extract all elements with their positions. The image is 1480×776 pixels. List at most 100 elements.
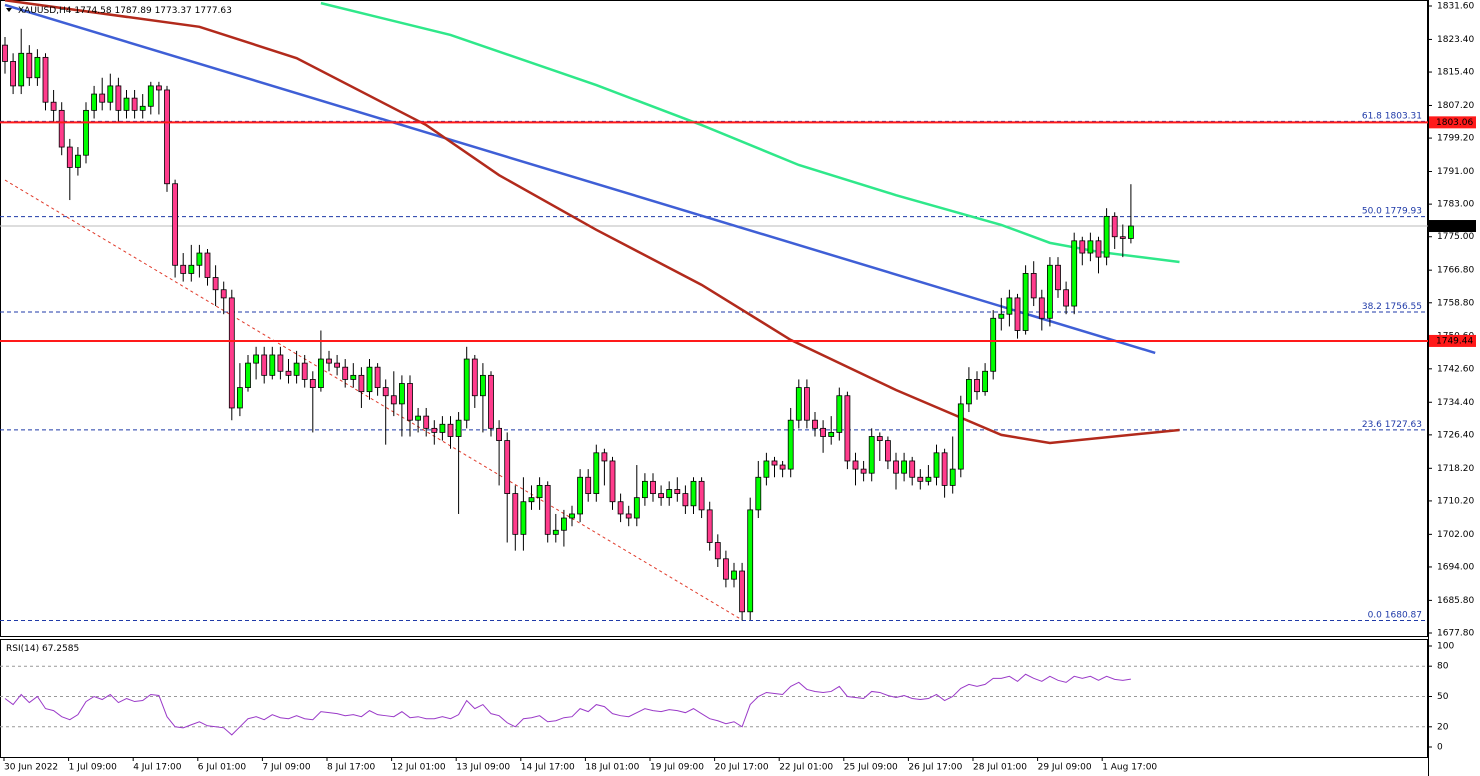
candle-body bbox=[593, 452, 600, 494]
y-tick-label: 1823.40 bbox=[1437, 35, 1474, 45]
candle-body bbox=[164, 89, 170, 185]
candle-body bbox=[447, 423, 454, 437]
candle-body bbox=[504, 440, 511, 494]
candle-body bbox=[115, 85, 122, 111]
candle-body bbox=[407, 383, 413, 421]
candle-body bbox=[277, 354, 284, 372]
price-label: 1777.63 bbox=[1436, 222, 1473, 232]
candle-body bbox=[479, 374, 486, 397]
x-tick-label: 25 Jul 09:00 bbox=[844, 763, 898, 773]
y-tick-label: 1815.40 bbox=[1437, 68, 1474, 78]
x-tick-label: 20 Jul 17:00 bbox=[715, 763, 769, 773]
candle-body bbox=[1030, 273, 1037, 299]
candle-body bbox=[1095, 240, 1102, 258]
candle-body bbox=[196, 252, 203, 266]
candle-body bbox=[317, 358, 324, 388]
x-tick-label: 22 Jul 01:00 bbox=[779, 763, 833, 773]
candle-body bbox=[561, 517, 567, 531]
candle-body bbox=[107, 85, 114, 103]
high: 1787.89 bbox=[114, 6, 151, 16]
candle-body bbox=[552, 529, 559, 535]
candle-body bbox=[123, 97, 130, 111]
candle-body bbox=[439, 423, 446, 433]
candle-body bbox=[147, 85, 154, 107]
menu-arrow bbox=[6, 8, 12, 12]
x-tick-label: 6 Jul 01:00 bbox=[198, 763, 247, 773]
candle-body bbox=[747, 509, 754, 613]
candle-body bbox=[10, 61, 17, 87]
candle-body bbox=[698, 480, 705, 511]
fib-ratio: 23.6 bbox=[1362, 419, 1382, 429]
candle-body bbox=[455, 419, 462, 437]
candle-body bbox=[180, 264, 187, 274]
candle-body bbox=[949, 468, 956, 486]
candle-body bbox=[528, 497, 535, 503]
candle-body bbox=[261, 354, 268, 376]
candle-body bbox=[755, 476, 762, 511]
rsi-header: RSI(14) 67.2585 bbox=[6, 644, 79, 654]
candle-body bbox=[650, 480, 656, 494]
candle-body bbox=[876, 436, 883, 441]
candle-body bbox=[779, 464, 786, 470]
fib-ratio: 38.2 bbox=[1362, 301, 1382, 311]
candle-body bbox=[91, 93, 97, 111]
indicator-line bbox=[320, 1, 1180, 264]
candle-body bbox=[236, 387, 243, 409]
candle-body bbox=[366, 366, 373, 393]
candle-body bbox=[293, 362, 300, 376]
y-tick-label: 1775.00 bbox=[1437, 232, 1474, 242]
candle-body bbox=[998, 313, 1005, 319]
candle-body bbox=[1071, 240, 1078, 307]
candle-body bbox=[714, 542, 721, 560]
price-pane bbox=[0, 0, 1428, 637]
candle-body bbox=[682, 493, 689, 507]
candle-body bbox=[212, 277, 219, 291]
candle-body bbox=[374, 366, 381, 388]
candle-body bbox=[172, 183, 179, 266]
candle-body bbox=[844, 395, 851, 462]
candle-body bbox=[245, 362, 251, 388]
candle-body bbox=[309, 379, 316, 388]
candle-body bbox=[66, 146, 73, 168]
candle-body bbox=[488, 374, 494, 429]
fib-value: 1779.93 bbox=[1385, 206, 1422, 216]
rsi-tick-label: 20 bbox=[1437, 722, 1449, 732]
rsi-pane bbox=[0, 639, 1428, 758]
candle-body bbox=[617, 501, 624, 515]
x-tick-label: 28 Jul 01:00 bbox=[973, 763, 1027, 773]
candle-body bbox=[269, 354, 276, 376]
candle-body bbox=[1079, 240, 1086, 254]
candle-body bbox=[642, 480, 648, 499]
candle-body bbox=[787, 419, 794, 470]
fib-ratio: 61.8 bbox=[1362, 111, 1382, 121]
candle-body bbox=[1128, 225, 1134, 239]
fib-value: 1803.31 bbox=[1385, 111, 1422, 121]
candle-body bbox=[50, 101, 57, 111]
candle-body bbox=[901, 460, 907, 474]
candle-body bbox=[155, 85, 162, 91]
fib-label: 50.0 1779.93 bbox=[1362, 206, 1422, 216]
y-tick-label: 1799.20 bbox=[1437, 134, 1474, 144]
candle-body bbox=[1006, 297, 1013, 315]
candle-body bbox=[350, 374, 357, 380]
rsi-last: 67.2585 bbox=[42, 644, 79, 654]
candle-body bbox=[415, 415, 422, 421]
candle-body bbox=[990, 317, 997, 372]
candle-body bbox=[909, 460, 916, 478]
candle-body bbox=[42, 56, 49, 103]
x-tick-label: 26 Jul 17:00 bbox=[908, 763, 962, 773]
candle-body bbox=[666, 489, 673, 499]
candle-body bbox=[358, 374, 365, 393]
y-tick-label: 1758.80 bbox=[1437, 298, 1474, 308]
candle-body bbox=[917, 476, 924, 482]
candle-body bbox=[2, 44, 8, 62]
candle-body bbox=[536, 485, 543, 499]
candle-body bbox=[471, 358, 478, 397]
rsi-tick-label: 80 bbox=[1437, 662, 1449, 672]
candle-body bbox=[860, 468, 867, 474]
y-tick-label: 1726.40 bbox=[1437, 430, 1474, 440]
fib-label: 0.0 1680.87 bbox=[1368, 610, 1422, 620]
price-box bbox=[1429, 220, 1476, 233]
candle-body bbox=[1047, 264, 1053, 319]
